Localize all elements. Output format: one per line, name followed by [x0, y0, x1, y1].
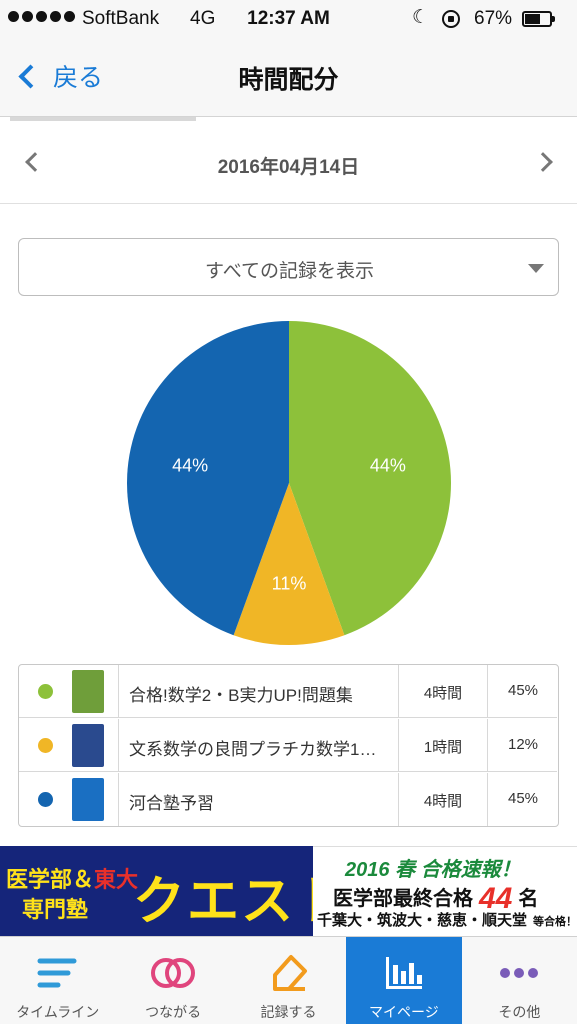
legend-table: 合格!数学2・B実力UP!問題集 4時間 45% 文系数学の良問プラチカ数学1……: [18, 664, 559, 827]
tab-label: つながる: [145, 1004, 202, 1020]
signal-strength-icon: [8, 11, 75, 22]
legend-color-dot: [38, 738, 53, 753]
legend-item-percent: 45%: [507, 682, 539, 699]
tab-mypage[interactable]: マイページ: [346, 937, 462, 1024]
status-bar: SoftBank 4G 12:37 AM ☾ 67%: [0, 0, 577, 40]
legend-item-hours: 4時間: [423, 793, 463, 810]
network-type: 4G: [190, 8, 216, 29]
tab-timeline[interactable]: タイムライン: [0, 937, 115, 1024]
mypage-chart-icon: [380, 951, 428, 995]
legend-item-name: 合格!数学2・B実力UP!問題集: [129, 686, 353, 705]
legend-row[interactable]: 合格!数学2・B実力UP!問題集 4時間 45%: [19, 665, 557, 718]
tab-record[interactable]: 記録する: [231, 937, 346, 1024]
ad-text: 東大: [94, 867, 139, 892]
tab-more[interactable]: その他: [462, 937, 577, 1024]
ad-text: 千葉大・筑波大・慈恵・順天堂: [317, 912, 528, 929]
pie-chart-svg: 44% 11% 44%: [126, 321, 451, 645]
ad-banner-left: 医学部＆東大 専門塾 クエスト: [0, 846, 347, 936]
legend-item-percent: 12%: [507, 736, 539, 753]
caret-down-icon: [528, 264, 544, 273]
ad-text: 専門塾: [22, 897, 89, 922]
connect-icon: [149, 951, 197, 995]
ad-text: 医学部＆: [6, 867, 95, 892]
tab-bar: タイムライン つながる 記録する マイページ その他: [0, 936, 577, 1024]
ad-banner-right: 2016 春 合格速報！ 医学部最終合格 44 名 千葉大・筑波大・慈恵・順天堂 等合…: [313, 846, 577, 936]
pie-slice-label: 44%: [172, 456, 208, 476]
page-title: 時間配分: [238, 66, 339, 94]
book-cover-thumbnail: [72, 724, 104, 767]
ad-brand: クエスト: [133, 873, 350, 931]
book-cover-thumbnail: [72, 778, 104, 821]
tab-label: タイムライン: [16, 1004, 100, 1020]
battery-icon: [522, 11, 555, 27]
tab-label: マイページ: [369, 1004, 439, 1020]
legend-item-name: 河合塾予習: [129, 794, 214, 813]
ad-banner[interactable]: 医学部＆東大 専門塾 クエスト 2016 春 合格速報！ 医学部最終合格 44 名 …: [0, 846, 577, 936]
legend-item-percent: 45%: [507, 790, 539, 807]
legend-item-hours: 1時間: [423, 739, 463, 756]
pie-slice: [233, 483, 345, 645]
tab-label: その他: [498, 1004, 541, 1020]
legend-color-dot: [38, 792, 53, 807]
legend-item-name: 文系数学の良問プラチカ数学1…: [129, 740, 377, 759]
legend-row[interactable]: 文系数学の良問プラチカ数学1… 1時間 12%: [19, 719, 557, 772]
clock: 12:37 AM: [247, 8, 330, 29]
segment-indicator: [10, 117, 196, 121]
tab-label: 記録する: [260, 1004, 317, 1020]
more-icon: [495, 951, 543, 995]
battery-percent: 67%: [474, 8, 513, 29]
time-allocation-pie-chart: 44% 11% 44%: [124, 318, 454, 648]
ad-number: 44: [479, 882, 513, 915]
rotation-lock-icon: [442, 10, 460, 28]
ad-headline: 2016 春 合格速報！: [345, 859, 521, 881]
record-icon: [265, 951, 313, 995]
pie-slice: [126, 321, 290, 636]
back-button[interactable]: 戻る: [14, 58, 103, 94]
do-not-disturb-icon: ☾: [412, 7, 430, 28]
record-filter-value: すべての記録を表示: [205, 261, 374, 282]
current-date: 2016年04月14日: [217, 157, 360, 178]
carrier-name: SoftBank: [82, 8, 160, 29]
ad-text: 名: [518, 888, 539, 910]
timeline-icon: [34, 951, 82, 995]
pie-slice-label: 11%: [272, 573, 307, 593]
record-filter-dropdown[interactable]: すべての記録を表示: [18, 238, 559, 296]
navigation-bar: 戻る 時間配分: [0, 40, 577, 117]
date-navigator: 2016年04月14日: [0, 122, 577, 204]
book-cover-thumbnail: [72, 670, 104, 713]
legend-color-dot: [38, 684, 53, 699]
ad-text: 等合格！: [533, 916, 577, 928]
back-label: 戻る: [53, 64, 104, 92]
tab-connect[interactable]: つながる: [115, 937, 230, 1024]
pie-slice: [289, 321, 451, 636]
legend-row[interactable]: 河合塾予習 4時間 45%: [19, 773, 557, 826]
ad-text: 医学部最終合格: [333, 888, 473, 910]
pie-slice-label: 44%: [370, 456, 406, 476]
legend-item-hours: 4時間: [423, 685, 463, 702]
